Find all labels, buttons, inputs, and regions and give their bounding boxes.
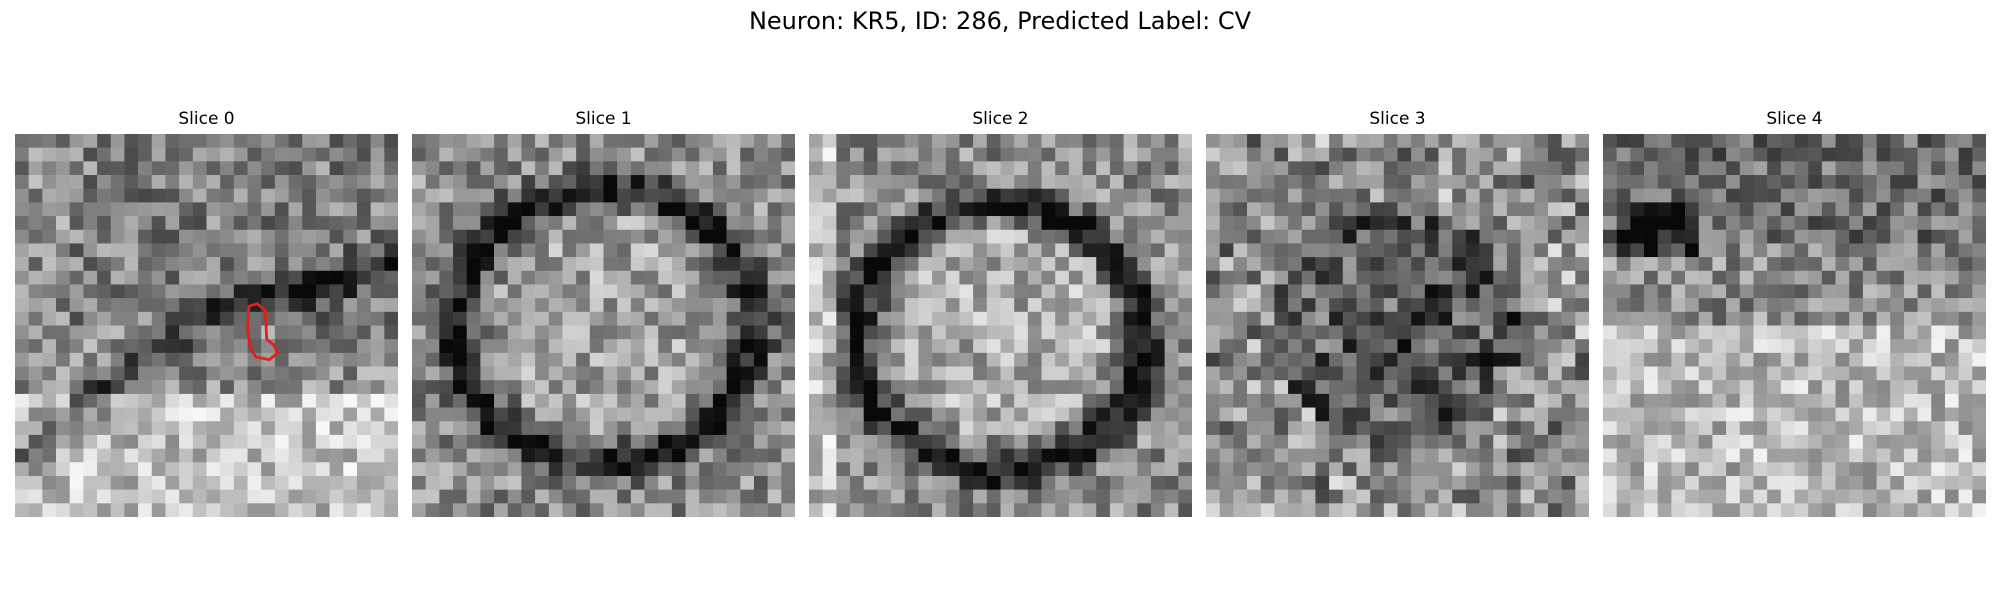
slice-image (1206, 134, 1589, 517)
figure-title: Neuron: KR5, ID: 286, Predicted Label: C… (748, 7, 1252, 35)
panel-title: Slice 1 (575, 109, 632, 129)
panel-title: Slice 0 (178, 109, 235, 129)
panel-slice-4: Slice 4 (1603, 108, 1986, 517)
panel-title: Slice 4 (1766, 109, 1823, 129)
slice-image (412, 134, 795, 517)
panel-slice-0: Slice 0 (15, 108, 398, 517)
panel-title: Slice 2 (972, 109, 1029, 129)
panel-slice-3: Slice 3 (1206, 108, 1589, 517)
slice-image (809, 134, 1192, 517)
slice-image (15, 134, 398, 517)
slice-image (1603, 134, 1986, 517)
panel-slice-1: Slice 1 (412, 108, 795, 517)
panel-title: Slice 3 (1369, 109, 1426, 129)
segmentation-contour (246, 302, 280, 362)
panel-slice-2: Slice 2 (809, 108, 1192, 517)
